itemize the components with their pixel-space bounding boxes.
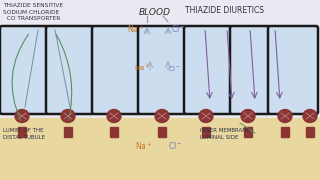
Bar xyxy=(244,127,252,137)
Text: Cl$^-$: Cl$^-$ xyxy=(168,64,181,73)
FancyBboxPatch shape xyxy=(138,26,186,114)
Bar xyxy=(0,118,320,180)
Ellipse shape xyxy=(278,109,292,123)
Ellipse shape xyxy=(107,109,121,123)
Bar xyxy=(18,127,26,137)
Ellipse shape xyxy=(303,109,317,123)
Text: Cl$^-$: Cl$^-$ xyxy=(171,23,186,34)
Bar xyxy=(158,127,166,137)
Text: INNER MEMBRANE
LUMINAL SIDE: INNER MEMBRANE LUMINAL SIDE xyxy=(200,128,250,140)
Bar xyxy=(281,127,289,137)
Bar xyxy=(64,127,72,137)
Ellipse shape xyxy=(199,109,213,123)
Text: Na$^+$: Na$^+$ xyxy=(134,140,152,152)
FancyBboxPatch shape xyxy=(184,26,232,114)
Text: THIAZIDE DIURETICS: THIAZIDE DIURETICS xyxy=(185,6,264,15)
Text: THIAZIDE SENSITIVE
SODIUM CHLORIDE
  CO TRANSPORTER: THIAZIDE SENSITIVE SODIUM CHLORIDE CO TR… xyxy=(3,3,63,21)
Ellipse shape xyxy=(61,109,75,123)
Bar xyxy=(110,127,118,137)
Ellipse shape xyxy=(15,109,29,123)
Text: LUMIN  OF THE
DISTAL TUBULE: LUMIN OF THE DISTAL TUBULE xyxy=(3,128,45,140)
Bar xyxy=(306,127,314,137)
FancyBboxPatch shape xyxy=(46,26,94,114)
Text: Cl$^-$: Cl$^-$ xyxy=(168,140,182,151)
FancyBboxPatch shape xyxy=(92,26,140,114)
Bar xyxy=(202,127,210,137)
Text: Na$^+$: Na$^+$ xyxy=(134,63,150,73)
Text: Na$^+$: Na$^+$ xyxy=(126,23,144,35)
FancyBboxPatch shape xyxy=(0,26,48,114)
FancyBboxPatch shape xyxy=(230,26,270,114)
Text: BLOOD: BLOOD xyxy=(139,8,171,17)
Ellipse shape xyxy=(241,109,255,123)
Ellipse shape xyxy=(155,109,169,123)
FancyBboxPatch shape xyxy=(268,26,318,114)
